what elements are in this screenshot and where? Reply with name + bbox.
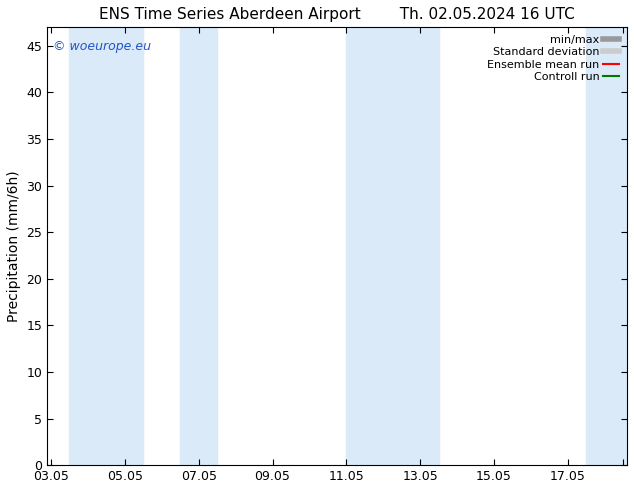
Bar (69, 27, 143, 465)
Bar (346, 27, 439, 465)
Title: ENS Time Series Aberdeen Airport        Th. 02.05.2024 16 UTC: ENS Time Series Aberdeen Airport Th. 02.… (100, 7, 575, 22)
Bar (586, 27, 627, 465)
Bar (180, 27, 217, 465)
Legend: min/max, Standard deviation, Ensemble mean run, Controll run: min/max, Standard deviation, Ensemble me… (485, 33, 621, 84)
Text: © woeurope.eu: © woeurope.eu (53, 40, 151, 53)
Y-axis label: Precipitation (mm/6h): Precipitation (mm/6h) (7, 171, 21, 322)
